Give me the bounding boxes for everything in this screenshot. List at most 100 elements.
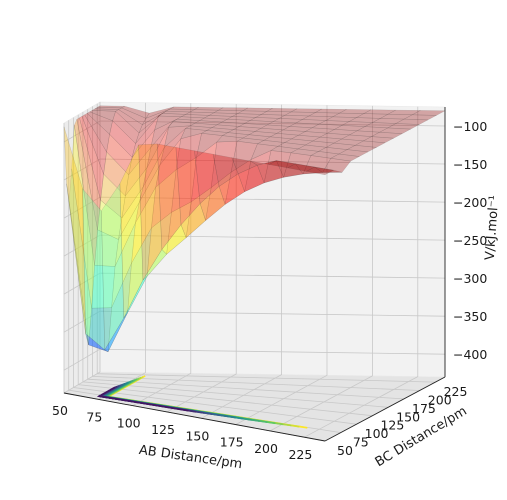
surface-patch	[312, 136, 343, 144]
surface-patch	[242, 134, 272, 141]
surface-patch	[362, 136, 395, 144]
y-grid-line	[77, 114, 373, 417]
grid-lines	[63, 102, 446, 442]
z-tick-label: −150	[453, 157, 487, 172]
surface-patch	[165, 108, 196, 113]
surface-patch	[91, 108, 120, 112]
surface-patch	[208, 112, 239, 117]
surface-patch	[104, 312, 128, 352]
surface-patch	[114, 202, 140, 267]
surface-patch	[260, 111, 292, 116]
surface-patch	[135, 113, 163, 144]
surface-patch	[180, 203, 206, 239]
surface-patch	[193, 106, 224, 111]
surface-patch	[145, 106, 174, 119]
surface-patch	[310, 151, 340, 159]
surface-patch	[115, 109, 143, 134]
y-tick-label: 150	[396, 409, 420, 424]
surface-patch	[112, 110, 140, 144]
x-tick-label: 225	[288, 447, 312, 462]
surface-patch	[236, 137, 265, 145]
surface-patch	[155, 138, 182, 188]
surface-patch	[196, 133, 223, 158]
surface-patch	[231, 113, 263, 118]
surface-patch	[333, 138, 365, 146]
surface-patch	[212, 153, 239, 187]
surface-patch	[138, 143, 163, 281]
y-tick-label: 100	[365, 426, 389, 441]
surface-patch	[370, 131, 403, 139]
surface-patch	[200, 130, 229, 136]
surface-patch	[127, 227, 152, 313]
surface-patch	[268, 160, 297, 169]
surface-patch	[308, 112, 341, 118]
surface-patch	[325, 116, 358, 122]
surface-patch	[304, 140, 335, 148]
surface-patch	[304, 127, 336, 134]
x-tick-label: 150	[185, 428, 209, 443]
surface-patch	[263, 136, 293, 143]
surface-patch	[287, 163, 316, 172]
surface-patch	[341, 134, 373, 142]
surface-patch	[125, 147, 151, 197]
surface-patch	[301, 115, 334, 121]
surface-patch	[128, 129, 155, 175]
surface-patch	[111, 222, 136, 308]
surface-patch	[97, 199, 123, 240]
surface-patch	[191, 141, 218, 203]
surface-patch	[107, 263, 132, 352]
surface-patch	[189, 109, 220, 114]
surface-patch	[216, 121, 246, 127]
x-grid-line	[63, 102, 101, 394]
surface-patch	[363, 109, 397, 115]
surface-patch	[189, 122, 218, 128]
surface-patch	[284, 138, 314, 146]
surface-patch	[109, 120, 136, 158]
surface-patch	[224, 159, 252, 205]
surface-patch	[346, 145, 378, 153]
surface-patch	[278, 114, 310, 120]
surface-patch	[76, 117, 101, 230]
y-tick-label: 125	[380, 418, 404, 433]
surface-patch	[318, 120, 350, 126]
surface-patch	[175, 133, 202, 171]
surface-patch	[232, 126, 262, 132]
y-tick-label: 175	[412, 401, 436, 416]
surface-patch	[266, 121, 297, 127]
y-grid-line	[96, 103, 436, 383]
x-tick-label: 100	[117, 416, 141, 431]
x-tick-label: 75	[86, 409, 102, 424]
surface-patch	[221, 118, 251, 124]
x-tick-label: 50	[52, 403, 68, 418]
surface-patch	[230, 140, 258, 173]
surface-patch	[355, 113, 389, 119]
surface-patch	[290, 134, 321, 142]
surface-patch	[118, 107, 147, 125]
surface-patch	[194, 120, 223, 126]
surface-patch	[176, 116, 206, 121]
surface-patch	[66, 183, 89, 345]
surface-patch	[198, 117, 229, 123]
x-grid-line	[132, 103, 192, 406]
surface-patch	[86, 111, 113, 135]
surface-patch	[74, 118, 98, 266]
surface-patch	[138, 111, 167, 134]
potential-surface	[63, 105, 446, 352]
surface-patch	[89, 110, 116, 122]
surface-patch	[348, 130, 381, 137]
surface-patch	[175, 147, 201, 226]
surface-patch	[263, 150, 292, 184]
surface-patch	[203, 115, 234, 120]
surface-patch	[151, 169, 177, 229]
surface-patch	[180, 114, 210, 119]
z-grid-line	[63, 234, 446, 257]
surface-patch	[326, 129, 358, 136]
z-grid-line	[63, 348, 446, 371]
surface-patch	[331, 112, 365, 118]
y-tick-label: 225	[444, 384, 468, 399]
surface-patch	[294, 163, 324, 175]
x-grid-line	[201, 104, 283, 419]
y-grid-line	[92, 106, 420, 391]
surface-patch	[288, 122, 320, 129]
